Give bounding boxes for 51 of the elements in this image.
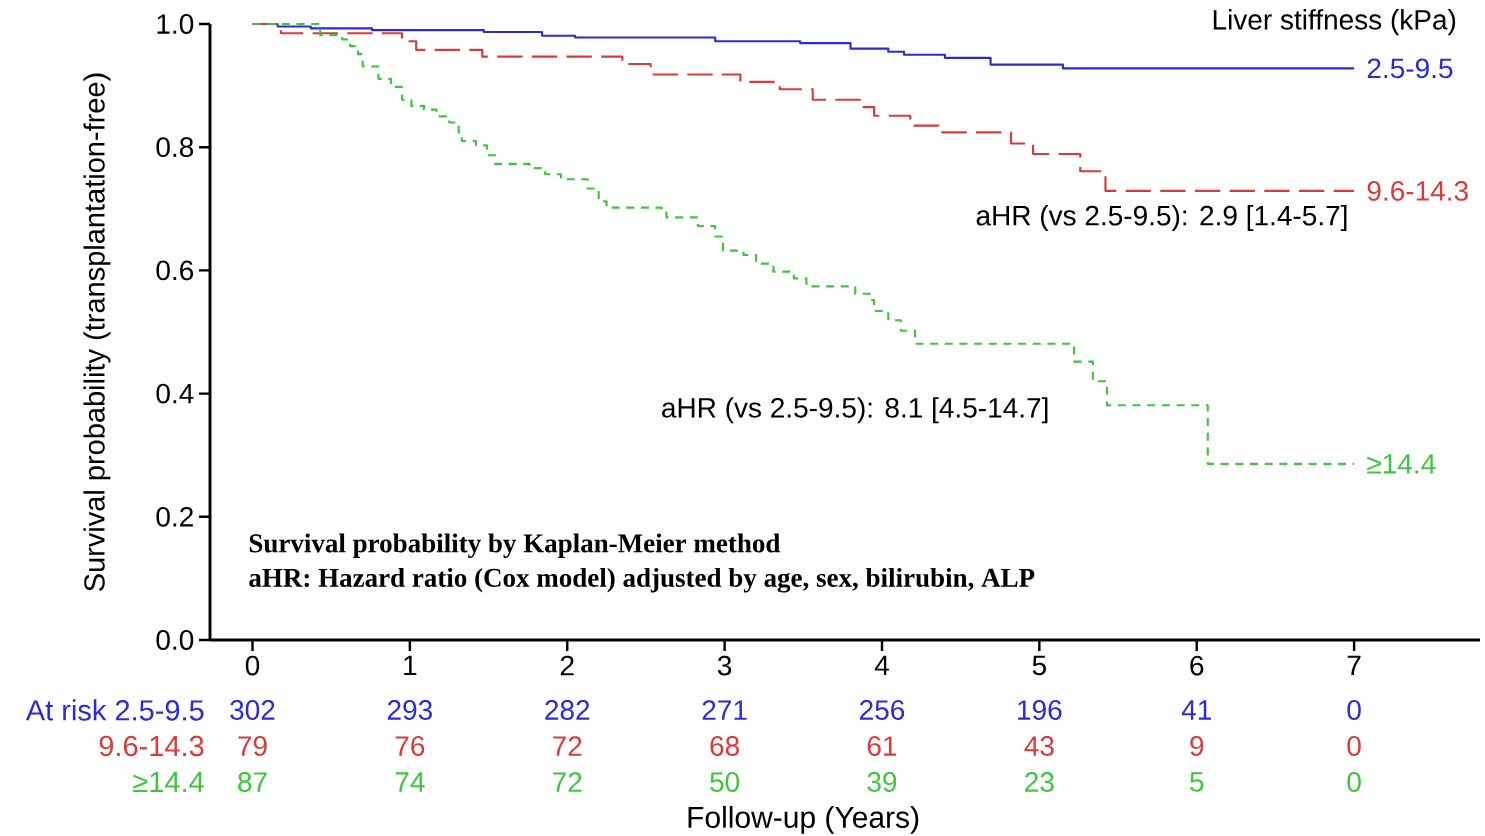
text: 72 — [553, 772, 582, 792]
y-axis-title: Survival probability (transplantation-free) — [83, 73, 111, 591]
text: 41 — [1181, 700, 1211, 720]
text: 87 — [238, 772, 267, 792]
text: 196 — [1018, 700, 1062, 720]
y-tick-label: 1.0 — [157, 14, 194, 34]
annotation: Survival probability by Kaplan-Meier method — [249, 533, 781, 559]
series-label: ≥14.4 — [1367, 454, 1436, 474]
text: 23 — [1025, 772, 1054, 792]
text: 0 — [1347, 700, 1361, 720]
text: 9 — [1190, 736, 1204, 756]
text: 72 — [553, 736, 582, 756]
series-label: 2.5-9.5 — [1367, 58, 1453, 79]
text: 0 — [1347, 772, 1361, 792]
x-tick-label: 0 — [245, 655, 260, 676]
text: ≥14.4 — [133, 772, 204, 792]
x-tick-label: 4 — [874, 655, 889, 675]
y-tick-label: 0.6 — [156, 260, 194, 281]
y-tick-label: 0.4 — [156, 383, 194, 404]
x-tick-label: 1 — [404, 655, 417, 675]
annotation: aHR (vs 2.5-9.5): 2.9 [1.4-5.7] — [976, 204, 1347, 232]
x-axis-title: Follow-up (Years) — [688, 805, 919, 834]
text: 76 — [395, 736, 425, 756]
annotation: aHR (vs 2.5-9.5): 8.1 [4.5-14.7] — [662, 397, 1048, 424]
x-tick-label: 2 — [560, 655, 574, 676]
text: 43 — [1024, 736, 1054, 756]
text: 39 — [867, 772, 897, 792]
text: 68 — [710, 736, 739, 756]
annotation: aHR: Hazard ratio (Cox model) adjusted by age, sex, bilirubin, ALP — [249, 567, 1035, 593]
y-tick-label: 0.8 — [156, 137, 194, 158]
text: 293 — [387, 700, 432, 720]
text: 61 — [867, 736, 897, 756]
series-label: 9.6-14.3 — [1367, 181, 1468, 201]
text: 256 — [860, 700, 905, 720]
text: 282 — [545, 700, 590, 720]
text: 74 — [395, 772, 425, 792]
text: 5 — [1190, 772, 1204, 792]
x-tick-label: 3 — [717, 655, 732, 676]
x-tick-label: 7 — [1347, 655, 1361, 675]
legend-title: Liver stiffness (kPa) — [1213, 9, 1456, 36]
y-tick-label: 0.2 — [156, 506, 193, 527]
text: 9.6-14.3 — [99, 735, 204, 757]
x-tick-label: 6 — [1190, 655, 1204, 676]
text: At risk 2.5-9.5 — [25, 699, 204, 721]
y-tick-label: 0.0 — [156, 630, 194, 650]
text: 302 — [230, 700, 275, 720]
text: 50 — [710, 772, 740, 792]
x-tick-label: 5 — [1032, 655, 1046, 676]
text: 79 — [238, 736, 267, 756]
text: 0 — [1347, 736, 1361, 756]
text: 271 — [702, 700, 747, 720]
